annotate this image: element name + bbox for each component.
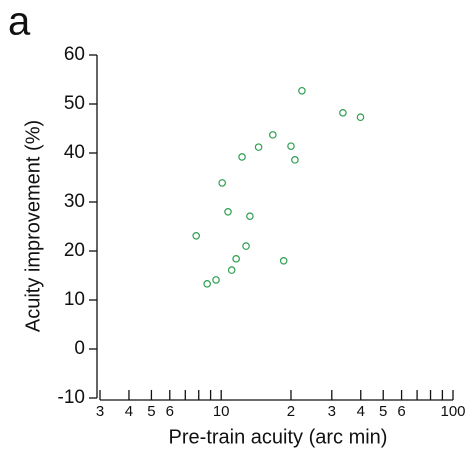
x-tick-label: 10 [213, 403, 230, 420]
point [279, 256, 288, 265]
y-tick-label: 50 [64, 93, 85, 114]
point [218, 179, 227, 187]
x-axis-label: Pre-train acuity (arc min) [169, 426, 388, 448]
panel-label: a [8, 0, 31, 44]
point [232, 255, 240, 263]
x-tick-label: 4 [125, 403, 133, 420]
x-tick-label: 5 [379, 403, 387, 420]
point [287, 142, 295, 150]
point [298, 86, 306, 95]
point [246, 212, 254, 221]
point [224, 208, 232, 216]
point [356, 113, 365, 122]
y-tick-label: 0 [74, 338, 85, 359]
x-tick-label: 4 [357, 403, 365, 420]
point [203, 280, 211, 288]
y-axis-label: Acuity improvement (%) [22, 120, 44, 332]
x-tick-label: 100 [440, 403, 465, 420]
point [227, 266, 236, 274]
point [242, 242, 250, 250]
point [192, 232, 200, 240]
x-tick-label: 6 [397, 403, 405, 420]
point [238, 153, 246, 161]
x-tick-label: 2 [287, 403, 295, 420]
x-tick-label: 6 [166, 403, 174, 420]
point [339, 109, 347, 117]
x-tick-label: 5 [147, 403, 155, 420]
y-tick-label: 40 [64, 142, 85, 163]
y-tick-label: 60 [64, 44, 85, 65]
point [212, 276, 220, 284]
point [254, 143, 263, 151]
y-tick-label: 10 [64, 289, 85, 310]
y-tick-label: -10 [58, 387, 85, 408]
y-tick-label: 30 [64, 191, 85, 212]
y-tick-label: 20 [64, 240, 85, 261]
x-tick-label: 3 [96, 403, 104, 420]
x-tick-label: 3 [328, 403, 336, 420]
point [291, 156, 299, 164]
point [269, 131, 277, 139]
